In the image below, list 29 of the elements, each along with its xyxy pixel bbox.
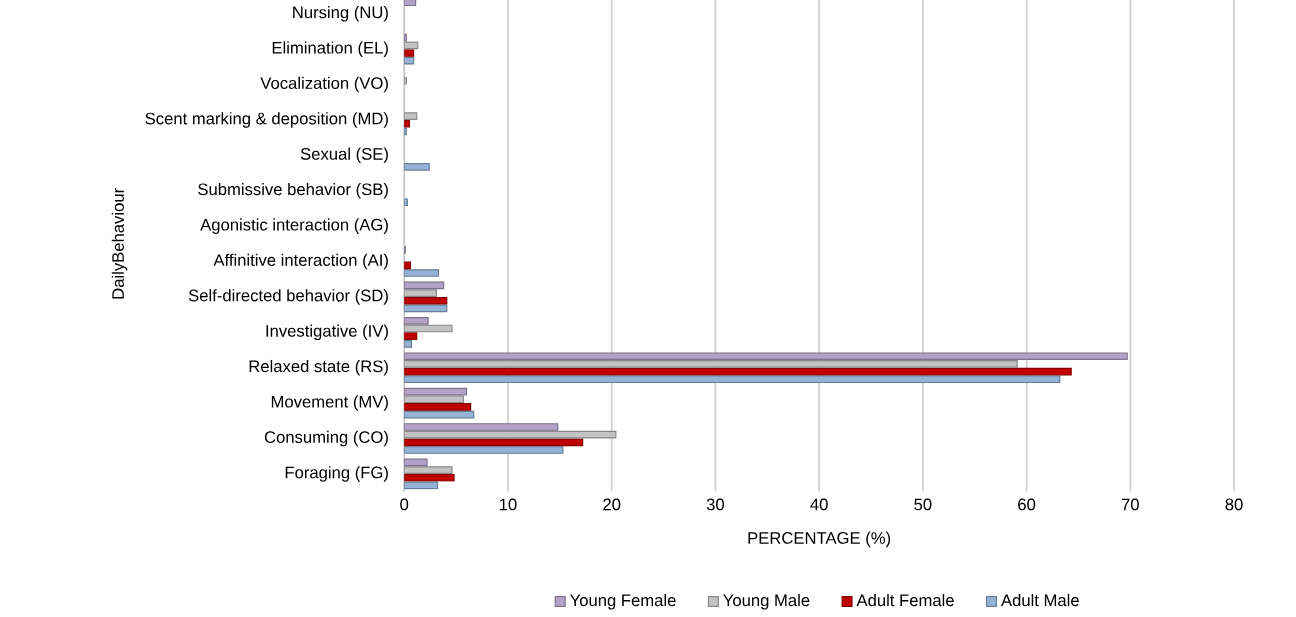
y-tick-label: Movement (MV) bbox=[271, 395, 388, 411]
x-tick-label: 50 bbox=[914, 498, 932, 511]
x-tick-label: 60 bbox=[1018, 498, 1036, 511]
legend-label: Adult Female bbox=[856, 593, 954, 606]
y-tick-label: Nursing (NU) bbox=[293, 5, 388, 22]
y-tick-label: Scent marking & deposition (MD) bbox=[145, 111, 388, 128]
x-axis-title: PERCENTAGE (%) bbox=[748, 531, 891, 547]
x-tick-label: 80 bbox=[1225, 498, 1243, 511]
x-tick-label: 30 bbox=[706, 498, 725, 511]
x-tick-label: 40 bbox=[810, 498, 828, 511]
x-tick-label: 0 bbox=[400, 498, 409, 511]
y-tick-label: Investigative (IV) bbox=[266, 324, 388, 340]
y-tick-label: Agonistic interaction (AG) bbox=[200, 218, 388, 234]
y-axis-title: DailyBehaviour bbox=[111, 187, 128, 299]
y-tick-label: Consuming (CO) bbox=[264, 430, 388, 447]
legend-label: Adult Male bbox=[1001, 593, 1079, 606]
y-tick-label: Affinitive interaction (AI) bbox=[213, 253, 388, 270]
y-tick-label: Vocalization (VO) bbox=[260, 76, 388, 93]
legend-label: Young Female bbox=[570, 593, 676, 610]
x-tick-label: 20 bbox=[603, 498, 621, 511]
y-tick-label: Self-directed behavior (SD) bbox=[188, 288, 388, 305]
y-tick-label: Foraging (FG) bbox=[285, 465, 388, 482]
y-tick-label: Sexual (SE) bbox=[300, 147, 388, 163]
y-tick-label: Submissive behavior (SB) bbox=[198, 182, 388, 199]
y-tick-label: Elimination (EL) bbox=[272, 41, 388, 57]
y-tick-label: Relaxed state (RS) bbox=[249, 359, 388, 376]
x-tick-label: 70 bbox=[1121, 498, 1139, 511]
legend-label: Young Male bbox=[723, 593, 810, 610]
x-tick-label: 10 bbox=[499, 498, 517, 511]
